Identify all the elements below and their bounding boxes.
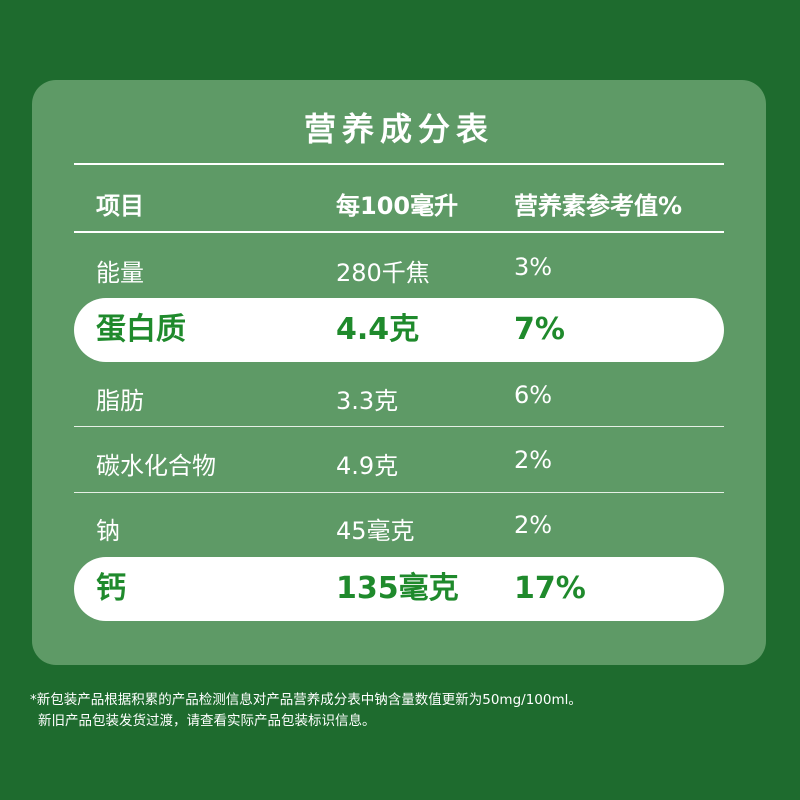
row-nrv: 2%	[514, 446, 553, 474]
row-item: 钙	[96, 571, 126, 606]
title-divider	[74, 163, 724, 165]
row-nrv: 2%	[514, 511, 553, 539]
row-divider	[74, 426, 724, 427]
row-item: 碳水化合物	[96, 452, 216, 480]
row-nrv: 7%	[514, 312, 565, 347]
footnote: *新包装产品根据积累的产品检测信息对产品营养成分表中钠含量数值更新为50mg/1…	[30, 690, 582, 732]
table-row-highlight: 钙 135毫克 17%	[74, 557, 724, 621]
footnote-line: 新旧产品包装发货过渡，请查看实际产品包装标识信息。	[38, 713, 376, 729]
row-per100: 3.3克	[336, 387, 399, 415]
header-nrv: 营养素参考值%	[514, 192, 683, 220]
header-per100: 每100毫升	[336, 192, 459, 220]
row-per100: 4.9克	[336, 452, 399, 480]
footnote-line: *新包装产品根据积累的产品检测信息对产品营养成分表中钠含量数值更新为50mg/1…	[30, 692, 582, 708]
row-per100: 45毫克	[336, 517, 415, 545]
header-divider	[74, 231, 724, 233]
header-item: 项目	[96, 192, 144, 220]
row-item: 脂肪	[96, 387, 144, 415]
row-item: 蛋白质	[96, 312, 186, 347]
row-item: 钠	[96, 517, 120, 545]
row-per100: 4.4克	[336, 312, 420, 347]
row-per100: 280千焦	[336, 259, 430, 287]
table-row-highlight: 蛋白质 4.4克 7%	[74, 298, 724, 362]
table-title: 营养成分表	[303, 110, 494, 148]
row-per100: 135毫克	[336, 571, 459, 606]
row-nrv: 6%	[514, 381, 553, 409]
row-item: 能量	[96, 259, 144, 287]
row-divider	[74, 492, 724, 493]
row-nrv: 3%	[514, 253, 553, 281]
row-nrv: 17%	[514, 571, 586, 606]
